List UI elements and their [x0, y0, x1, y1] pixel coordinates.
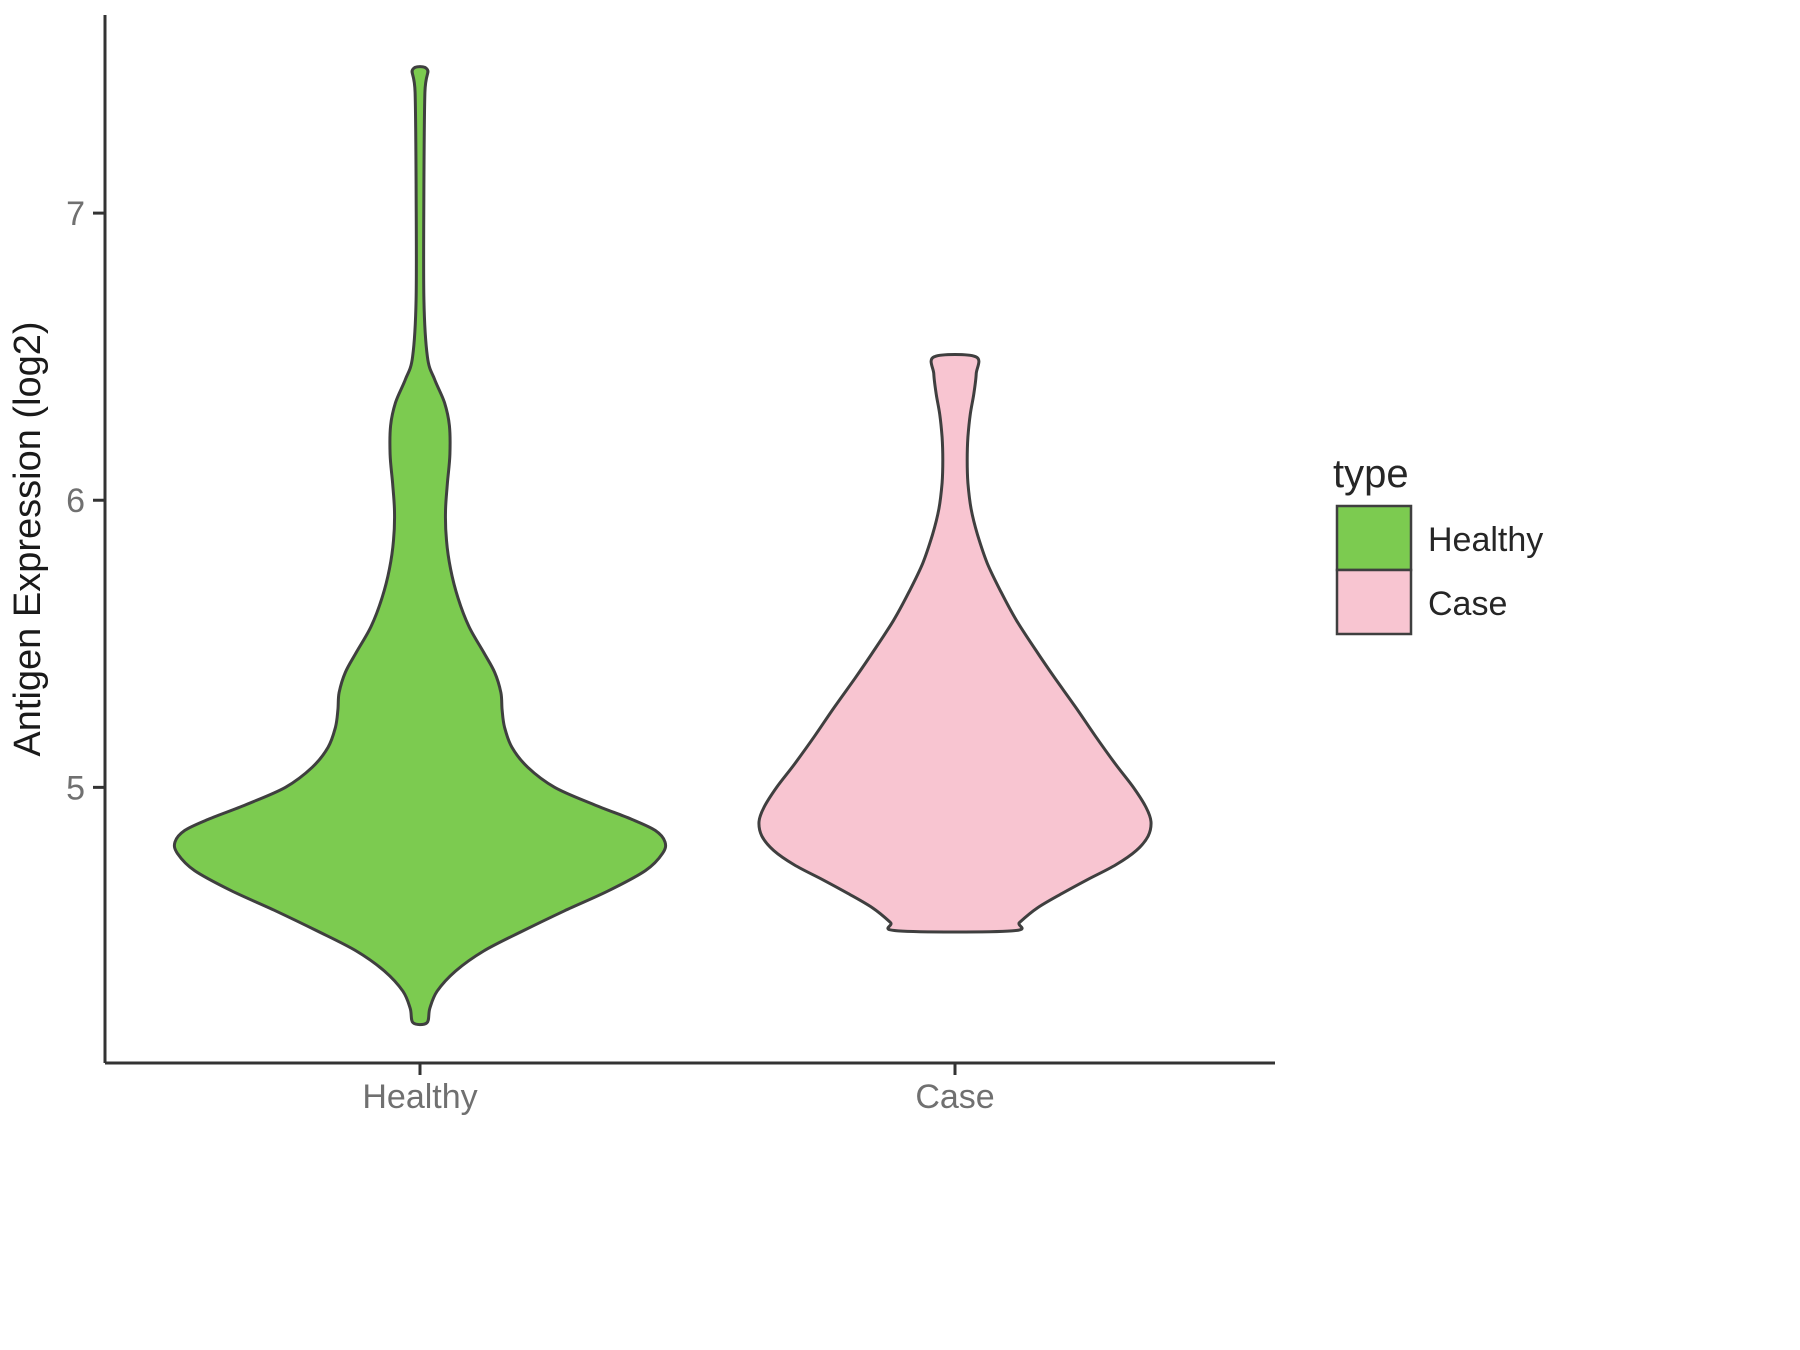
legend-swatch-case — [1335, 568, 1413, 636]
y-axis-ticks: 5 6 7 — [66, 195, 105, 807]
legend-swatch-healthy — [1335, 504, 1413, 572]
legend: type Healthy Case — [1333, 452, 1543, 636]
violin-case — [757, 353, 1153, 934]
y-axis-title: Antigen Expression (log2) — [7, 321, 49, 756]
y-tick-label: 7 — [66, 195, 85, 233]
x-tick-label-case: Case — [915, 1078, 994, 1116]
legend-title: type — [1333, 452, 1409, 496]
violins-layer — [172, 65, 1153, 1027]
x-tick-label-healthy: Healthy — [362, 1078, 477, 1116]
y-tick-label: 5 — [66, 769, 85, 807]
legend-label-case: Case — [1428, 585, 1507, 623]
violin-healthy — [172, 65, 668, 1027]
legend-label-healthy: Healthy — [1428, 521, 1543, 559]
x-axis-ticks — [418, 1063, 957, 1075]
y-tick-label: 6 — [66, 482, 85, 520]
